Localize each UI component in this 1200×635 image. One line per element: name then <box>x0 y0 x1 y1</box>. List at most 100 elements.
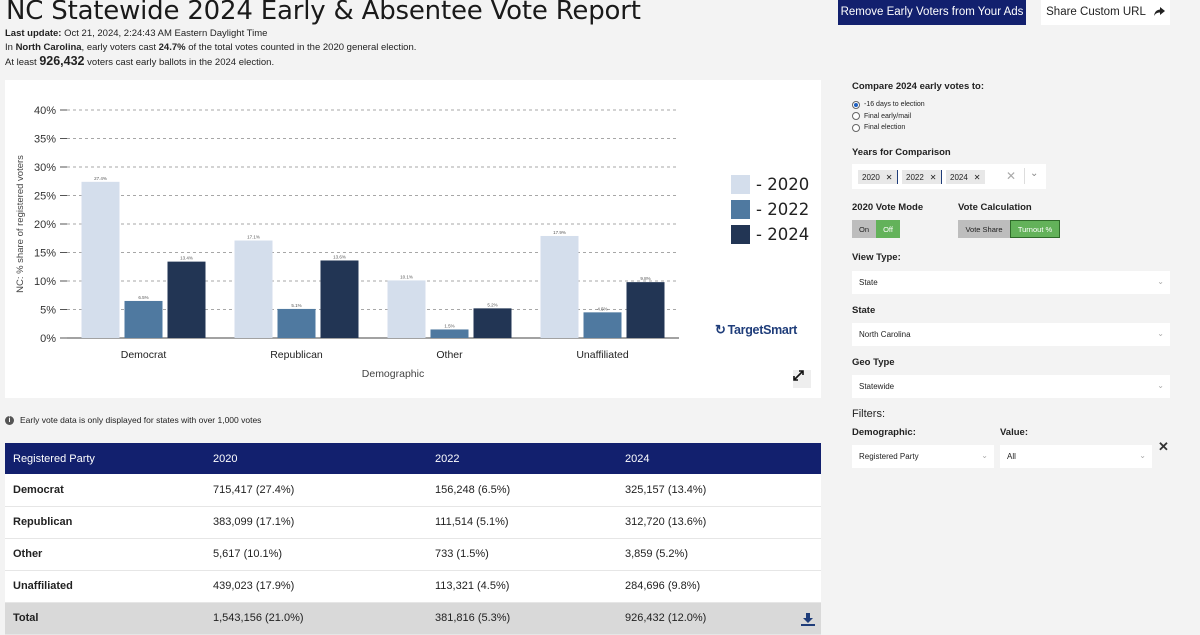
table-row: Unaffiliated 439,023 (17.9%) 113,321 (4.… <box>5 570 821 603</box>
legend-swatch <box>731 200 750 219</box>
download-icon[interactable] <box>801 612 815 626</box>
remove-chip-icon[interactable]: ✕ <box>929 172 937 182</box>
x-axis-label: Demographic <box>362 368 424 380</box>
vote-mode-on-button[interactable]: On <box>852 220 876 238</box>
vote-share-button[interactable]: Vote Share <box>958 220 1010 238</box>
turnout-button[interactable]: Turnout % <box>1010 220 1060 238</box>
value-heading: Value: <box>1000 427 1028 438</box>
demographic-heading: Demographic: <box>852 427 916 438</box>
y-tick-label: 15% <box>34 248 56 260</box>
radio-icon <box>852 123 860 132</box>
note-text: Early vote data is only displayed for st… <box>20 415 262 425</box>
option-label: -16 days to election <box>864 101 925 109</box>
state-select[interactable]: North Carolina ⌄ <box>852 323 1170 346</box>
chip-label: 2024 <box>950 172 968 182</box>
text-suffix: voters cast early ballots in the 2024 el… <box>84 57 275 68</box>
text-mid: , early voters cast <box>81 42 159 53</box>
last-update-label: Last update: <box>5 28 62 39</box>
page-title: NC Statewide 2024 Early & Absentee Vote … <box>6 0 641 26</box>
view-type-select[interactable]: State ⌄ <box>852 271 1170 294</box>
bar-data-label: 17.9% <box>553 230 566 235</box>
table-cell: 439,023 (17.9%) <box>205 570 427 603</box>
table-cell: 111,514 (5.1%) <box>427 506 617 539</box>
legend-label: - 2024 <box>756 225 810 244</box>
legend-item[interactable]: - 2020 <box>731 172 809 197</box>
legend-item[interactable]: - 2022 <box>731 197 809 222</box>
bar <box>81 181 120 338</box>
brand-logo: ↻ TargetSmart <box>715 322 797 338</box>
remove-chip-icon[interactable]: ✕ <box>973 172 981 182</box>
text-prefix: At least <box>5 57 40 68</box>
table-cell: 325,157 (13.4%) <box>617 474 821 507</box>
view-type-heading: View Type: <box>852 252 901 263</box>
compare-option-16-days[interactable]: -16 days to election <box>852 99 925 111</box>
table-cell: 3,859 (5.2%) <box>617 538 821 571</box>
compare-option-final-early[interactable]: Final early/mail <box>852 111 925 123</box>
geo-type-select[interactable]: Statewide ⌄ <box>852 375 1170 398</box>
bar-data-label: 13.4% <box>180 256 193 261</box>
remove-chip-icon[interactable]: ✕ <box>885 172 893 182</box>
bar-data-label: 17.1% <box>247 235 260 240</box>
early-share-pct: 24.7% <box>158 42 186 53</box>
table-cell: 156,248 (6.5%) <box>427 474 617 507</box>
bar <box>277 308 316 338</box>
row-label: Unaffiliated <box>5 570 205 603</box>
legend-label: - 2020 <box>756 175 810 194</box>
y-tick-label: 25% <box>34 191 56 203</box>
table-row: Democrat 715,417 (27.4%) 156,248 (6.5%) … <box>5 474 821 507</box>
vote-mode-toggle: On Off <box>852 220 900 238</box>
expand-icon[interactable] <box>793 370 811 388</box>
text-prefix: In <box>5 42 16 53</box>
table-total-row: Total 1,543,156 (21.0%) 381,816 (5.3%) 9… <box>5 602 821 635</box>
brand-name: TargetSmart <box>727 323 798 337</box>
chart-panel: 0% 5% 10% 15% 20% 25% 30% 35% 40% NC: % share of … <box>5 80 821 398</box>
select-value: Statewide <box>859 382 895 391</box>
bar <box>473 308 512 338</box>
y-tick-label: 20% <box>34 219 56 231</box>
last-update-line: Last update: Oct 21, 2024, 2:24:43 AM Ea… <box>5 28 267 39</box>
early-share-line: In North Carolina, early voters cast 24.… <box>5 42 416 53</box>
remove-early-voters-button[interactable]: Remove Early Voters from Your Ads <box>838 0 1026 25</box>
chevron-down-icon: ⌄ <box>1139 451 1146 460</box>
x-tick-label: Other <box>436 349 463 361</box>
legend-label: - 2022 <box>756 200 810 219</box>
table-cell: 383,099 (17.1%) <box>205 506 427 539</box>
years-multiselect[interactable]: 2020 ✕ 2022 ✕ 2024 ✕ ✕ ⌄ <box>852 164 1046 189</box>
demographic-select[interactable]: Registered Party ⌄ <box>852 445 994 468</box>
bar <box>234 240 273 338</box>
data-note: i Early vote data is only displayed for … <box>5 415 261 425</box>
year-chip: 2020 ✕ <box>858 170 898 184</box>
table-cell: 1,543,156 (21.0%) <box>205 602 427 635</box>
bar <box>626 282 665 338</box>
vote-mode-off-button[interactable]: Off <box>876 220 900 238</box>
table-row: Other 5,617 (10.1%) 733 (1.5%) 3,859 (5.… <box>5 538 821 571</box>
bar-data-label: 6.5% <box>138 295 148 300</box>
info-icon: i <box>5 415 14 425</box>
text-suffix: of the total votes counted in the 2020 g… <box>185 42 417 53</box>
remove-filter-icon[interactable]: ✕ <box>1158 439 1169 454</box>
option-label: Final election <box>864 124 906 132</box>
chevron-down-icon: ⌄ <box>1157 277 1164 286</box>
year-chip: 2022 ✕ <box>902 170 942 184</box>
value-select[interactable]: All ⌄ <box>1000 445 1152 468</box>
chevron-down-icon[interactable]: ⌄ <box>1030 168 1039 179</box>
years-heading: Years for Comparison <box>852 147 951 158</box>
y-axis-label: NC: % share of registered voters <box>15 155 26 293</box>
radio-selected-icon <box>852 100 860 109</box>
legend-item[interactable]: - 2024 <box>731 222 809 247</box>
state-name: North Carolina <box>15 42 82 53</box>
table-header-row: Registered Party 2020 2022 2024 <box>5 443 821 474</box>
clear-icon[interactable]: ✕ <box>1006 169 1017 183</box>
legend-swatch <box>731 175 750 194</box>
share-label: Share Custom URL <box>1046 5 1146 18</box>
header-cell: 2022 <box>427 443 617 474</box>
brand-mark-icon: ↻ <box>715 322 726 337</box>
compare-option-final-election[interactable]: Final election <box>852 122 925 134</box>
last-update-value: Oct 21, 2024, 2:24:43 AM Eastern Dayligh… <box>64 28 268 39</box>
chevron-down-icon: ⌄ <box>981 451 988 460</box>
select-value: All <box>1007 452 1016 461</box>
share-arrow-icon <box>1153 6 1165 16</box>
share-custom-url-button[interactable]: Share Custom URL <box>1041 0 1170 25</box>
table-cell: 381,816 (5.3%) <box>427 602 617 635</box>
